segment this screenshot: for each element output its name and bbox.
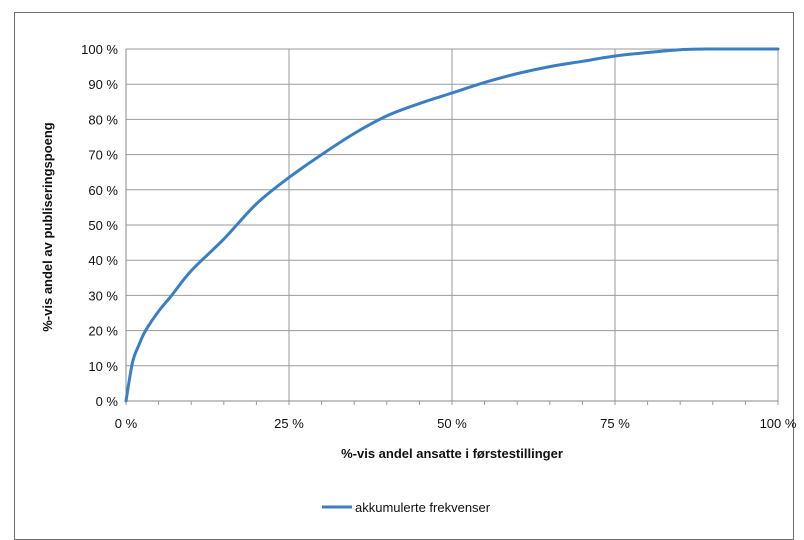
x-tick-label: 25 % — [274, 416, 304, 431]
y-tick-label: 0 % — [96, 394, 119, 409]
y-axis-title: %-vis andel av publiseringspoeng — [40, 122, 55, 332]
x-axis-title: %-vis andel ansatte i førstestillinger — [341, 446, 563, 461]
legend-label: akkumulerte frekvenser — [355, 500, 491, 515]
x-tick-label: 100 % — [760, 416, 797, 431]
y-tick-label: 30 % — [88, 288, 118, 303]
x-tick-label: 0 % — [115, 416, 138, 431]
y-tick-label: 80 % — [88, 112, 118, 127]
y-tick-label: 100 % — [81, 42, 118, 57]
x-tick-label: 75 % — [600, 416, 630, 431]
y-axis-ticks: 0 % 10 % 20 % 30 % 40 % 50 % 60 % 70 % 80 % 90 % 1… — [81, 42, 118, 409]
y-tick-label: 20 % — [88, 324, 118, 339]
x-axis-ticks: 0 % 25 % 50 % 75 % 100 % — [115, 401, 797, 431]
y-tick-label: 90 % — [88, 77, 118, 92]
x-tick-label: 50 % — [437, 416, 467, 431]
y-tick-label: 10 % — [88, 359, 118, 374]
y-tick-label: 60 % — [88, 183, 118, 198]
y-tick-label: 40 % — [88, 253, 118, 268]
y-tick-label: 50 % — [88, 218, 118, 233]
legend: akkumulerte frekvenser — [322, 500, 491, 515]
y-tick-label: 70 % — [88, 148, 118, 163]
series-layer — [124, 47, 780, 403]
series-line — [124, 47, 780, 403]
grid — [125, 48, 779, 402]
chart-frame — [14, 12, 794, 540]
